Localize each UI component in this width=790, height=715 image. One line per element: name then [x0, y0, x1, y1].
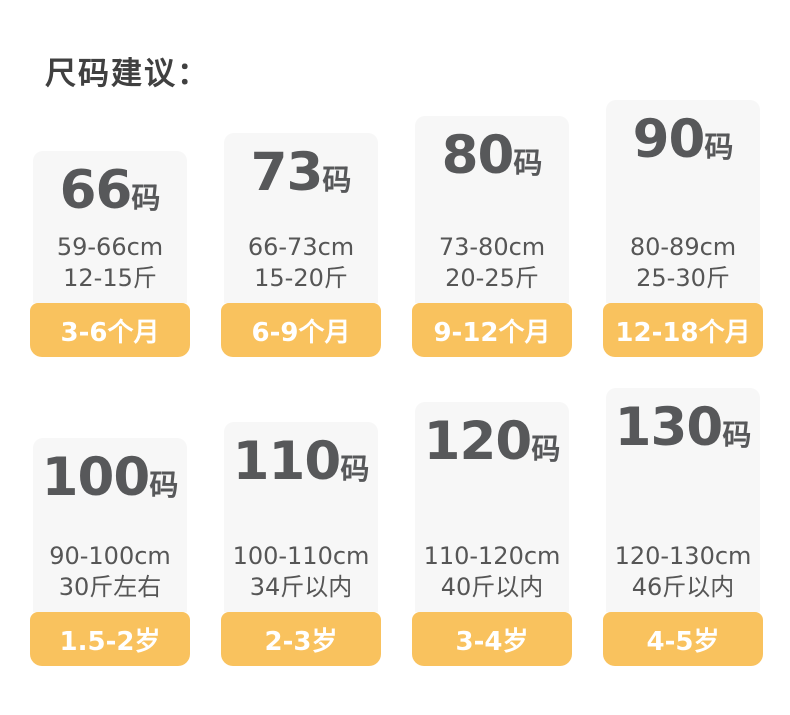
age-badge: 6-9个月: [221, 303, 381, 358]
size-number: 130: [614, 397, 724, 459]
age-badge: 4-5岁: [603, 612, 763, 667]
age-badge: 3-4岁: [412, 612, 572, 667]
height-range: 100-110cm: [232, 542, 370, 571]
age-badge: 3-6个月: [30, 303, 190, 358]
size-unit-label: 码: [131, 181, 161, 216]
size-number-line: 110码: [233, 435, 370, 488]
size-unit-label: 码: [513, 146, 543, 181]
size-row-toddler: 100码 90-100cm 30斤左右 1.5-2岁 110码 100-110c…: [30, 388, 790, 667]
height-range: 80-89cm: [629, 233, 737, 262]
size-number-line: 73码: [251, 146, 352, 199]
size-row-infant: 66码 59-66cm 12-15斤 3-6个月 73码 66-73cm 15-…: [30, 100, 790, 358]
age-badge: 9-12个月: [412, 303, 572, 358]
measurements: 80-89cm 25-30斤: [630, 232, 736, 294]
size-number-line: 100码: [42, 451, 179, 504]
measurements: 90-100cm 30斤左右: [49, 541, 171, 603]
weight-range: 34斤以内: [249, 573, 353, 602]
weight-range: 40斤以内: [440, 573, 544, 602]
size-number: 100: [41, 447, 151, 509]
size-number-line: 130码: [615, 401, 752, 454]
weight-range: 25-30斤: [636, 264, 730, 293]
size-number: 120: [423, 411, 533, 473]
size-number-line: 120码: [424, 415, 561, 468]
size-number: 80: [441, 125, 515, 187]
page-title: 尺码建议：: [45, 56, 210, 92]
height-range: 110-120cm: [423, 542, 561, 571]
measurements: 59-66cm 12-15斤: [57, 232, 163, 294]
size-unit-label: 码: [149, 468, 179, 503]
weight-range: 20-25斤: [445, 264, 539, 293]
size-number: 90: [632, 109, 706, 171]
age-badge: 2-3岁: [221, 612, 381, 667]
height-range: 90-100cm: [49, 542, 171, 571]
size-card-body: 73码 66-73cm 15-20斤: [224, 133, 378, 304]
measurements: 73-80cm 20-25斤: [439, 232, 545, 294]
age-badge: 12-18个月: [603, 303, 763, 358]
measurements: 100-110cm 34斤以内: [233, 541, 370, 603]
size-card-120: 120码 110-120cm 40斤以内 3-4岁: [412, 402, 572, 667]
size-number-line: 66码: [60, 164, 161, 217]
size-card-body: 80码 73-80cm 20-25斤: [415, 116, 569, 304]
weight-range: 30斤左右: [58, 573, 162, 602]
size-card-body: 100码 90-100cm 30斤左右: [33, 438, 187, 613]
size-number-line: 90码: [633, 113, 734, 166]
size-card-130: 130码 120-130cm 46斤以内 4-5岁: [603, 388, 763, 667]
size-card-66: 66码 59-66cm 12-15斤 3-6个月: [30, 151, 190, 358]
weight-range: 15-20斤: [254, 264, 348, 293]
weight-range: 12-15斤: [63, 264, 157, 293]
height-range: 59-66cm: [56, 233, 164, 262]
size-card-100: 100码 90-100cm 30斤左右 1.5-2岁: [30, 438, 190, 667]
size-unit-label: 码: [340, 452, 370, 487]
size-unit-label: 码: [531, 432, 561, 467]
age-badge: 1.5-2岁: [30, 612, 190, 667]
size-number: 73: [250, 142, 324, 204]
size-unit-label: 码: [722, 418, 752, 453]
size-card-80: 80码 73-80cm 20-25斤 9-12个月: [412, 116, 572, 358]
size-guide: 尺码建议： 66码 59-66cm 12-15斤 3-6个月 73码 66-73…: [30, 56, 790, 667]
measurements: 120-130cm 46斤以内: [615, 541, 752, 603]
size-card-body: 130码 120-130cm 46斤以内: [606, 388, 760, 613]
size-card-body: 120码 110-120cm 40斤以内: [415, 402, 569, 613]
size-unit-label: 码: [704, 130, 734, 165]
size-number-line: 80码: [442, 129, 543, 182]
size-card-body: 90码 80-89cm 25-30斤: [606, 100, 760, 304]
measurements: 66-73cm 15-20斤: [248, 232, 354, 294]
size-unit-label: 码: [322, 163, 352, 198]
height-range: 66-73cm: [247, 233, 355, 262]
size-card-body: 66码 59-66cm 12-15斤: [33, 151, 187, 304]
height-range: 73-80cm: [438, 233, 546, 262]
height-range: 120-130cm: [614, 542, 752, 571]
size-card-90: 90码 80-89cm 25-30斤 12-18个月: [603, 100, 763, 358]
measurements: 110-120cm 40斤以内: [424, 541, 561, 603]
weight-range: 46斤以内: [631, 573, 735, 602]
size-card-110: 110码 100-110cm 34斤以内 2-3岁: [221, 422, 381, 667]
size-card-73: 73码 66-73cm 15-20斤 6-9个月: [221, 133, 381, 358]
size-number: 110: [232, 431, 342, 493]
size-card-body: 110码 100-110cm 34斤以内: [224, 422, 378, 613]
size-number: 66: [59, 160, 133, 222]
